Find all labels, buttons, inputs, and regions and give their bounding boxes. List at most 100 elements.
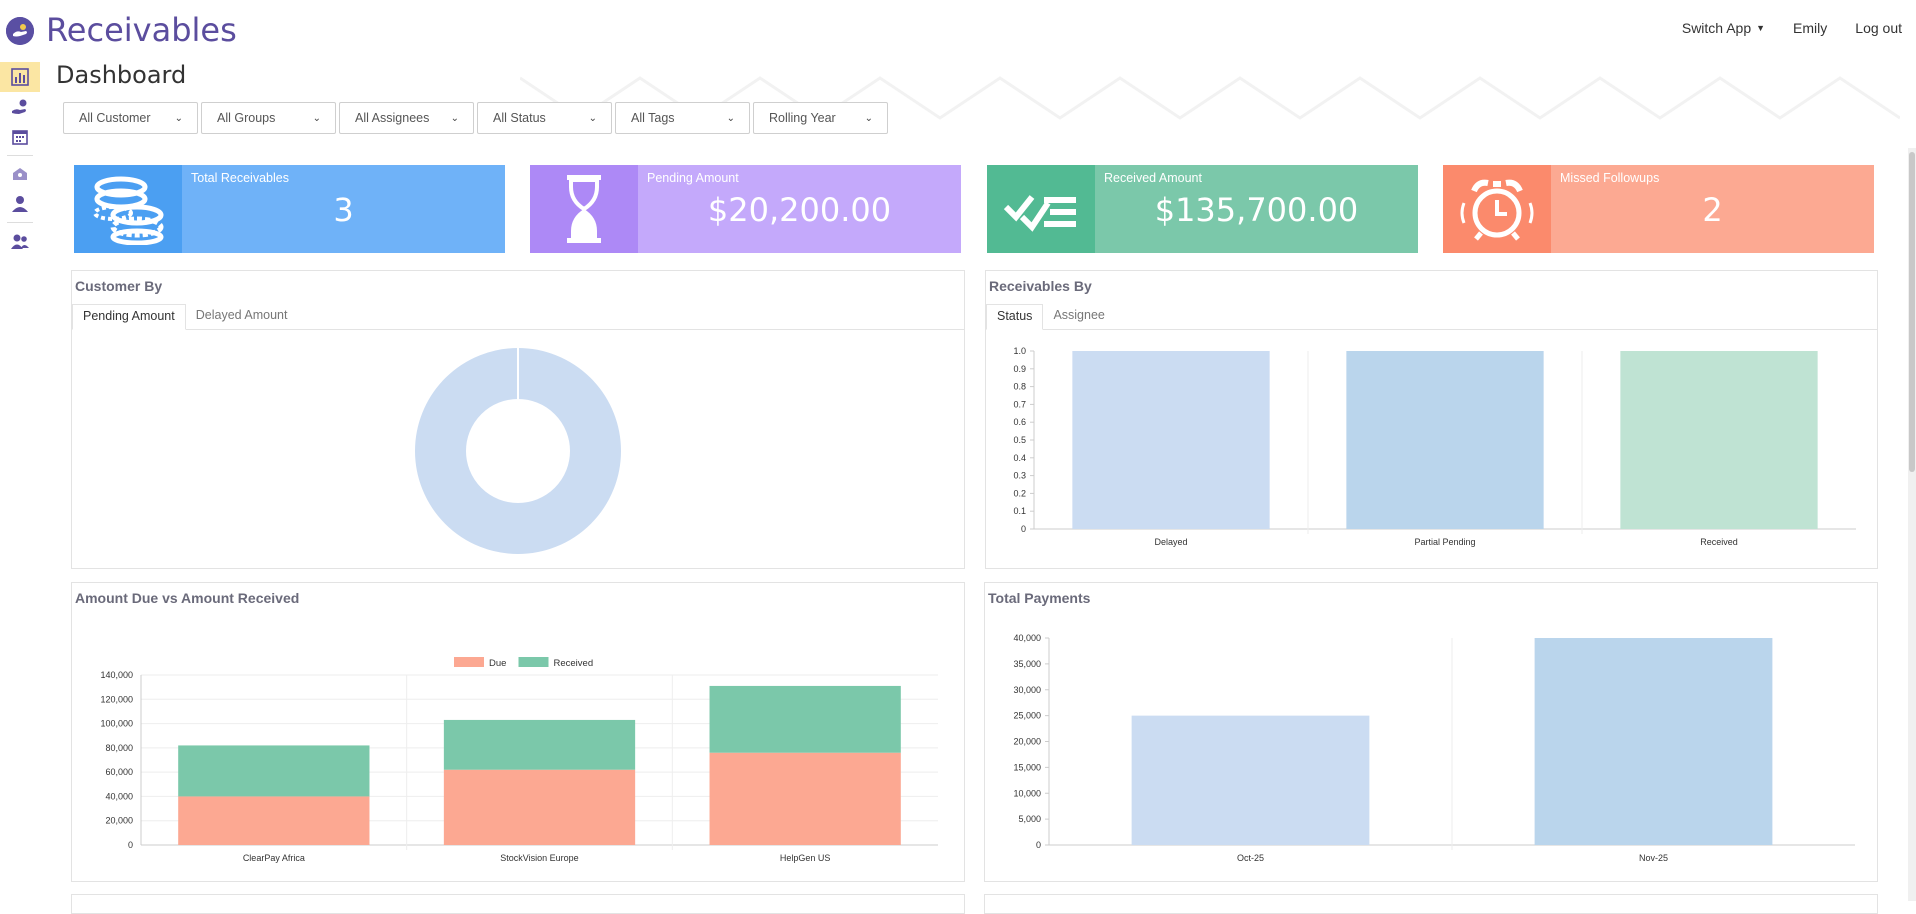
bar-segment — [443, 719, 636, 770]
period-filter[interactable]: Rolling Year ⌄ — [753, 102, 888, 134]
card-icon-box — [530, 165, 638, 253]
bar — [1534, 638, 1773, 845]
customer-by-tabs: Pending Amount Delayed Amount — [72, 304, 964, 330]
chevron-down-icon: ⌄ — [174, 112, 183, 124]
tab-pending-amount[interactable]: Pending Amount — [72, 304, 186, 330]
user-menu[interactable]: Emily — [1793, 20, 1828, 36]
receivables-by-bar-chart: 0 0.1 0.2 0.3 0.4 0.5 0.6 0.7 0.8 0.9 1.0 Delayed Pa… — [1013, 346, 1856, 547]
card-value: 2 — [1702, 191, 1723, 229]
chevron-down-icon: ⌄ — [312, 112, 321, 124]
missed-followups-card[interactable]: Missed Followups 2 — [1443, 165, 1874, 253]
y-tick-label: 20,000 — [1013, 737, 1041, 747]
assignees-filter[interactable]: All Assignees ⌄ — [339, 102, 474, 134]
legend-label: Due — [489, 658, 506, 669]
x-tick-label: ClearPay Africa — [243, 853, 305, 863]
card-icon-box — [74, 165, 182, 253]
page-scrollbar[interactable] — [1908, 148, 1916, 901]
bar — [1072, 351, 1270, 529]
home-icon — [13, 168, 27, 180]
groups-filter-value: All Groups — [217, 111, 276, 125]
x-tick-label: HelpGen US — [780, 853, 831, 863]
x-tick-label: Partial Pending — [1414, 537, 1475, 547]
sidebar-item-receivables[interactable] — [0, 92, 40, 122]
filter-bar: All Customer ⌄ All Groups ⌄ All Assignees ⌄… — [63, 102, 888, 134]
card-value: $20,200.00 — [707, 191, 892, 229]
y-tick-label: 0.6 — [1013, 417, 1026, 427]
receivables-by-panel: Receivables By Status Assignee 0 0.1 0.2 0.… — [985, 270, 1878, 569]
top-nav: Switch App ▼ Emily Log out — [1668, 20, 1916, 36]
receivables-by-tabs: Status Assignee — [986, 304, 1877, 330]
status-filter[interactable]: All Status ⌄ — [477, 102, 612, 134]
chevron-down-icon: ▼ — [1756, 23, 1766, 33]
next-panel-right — [984, 894, 1878, 914]
y-tick-label: 0 — [1036, 840, 1041, 850]
bar — [1346, 351, 1544, 529]
card-body: Pending Amount $20,200.00 — [638, 165, 961, 253]
chevron-down-icon: ⌄ — [588, 112, 597, 124]
y-tick-label: 0.5 — [1013, 435, 1026, 445]
sidebar-divider — [7, 222, 33, 223]
app-logo-icon[interactable] — [6, 17, 34, 45]
tab-delayed-amount[interactable]: Delayed Amount — [195, 308, 288, 322]
sidebar-divider — [7, 155, 33, 156]
y-tick-label: 0.7 — [1013, 399, 1026, 409]
y-tick-label: 100,000 — [100, 719, 133, 729]
background-pattern — [520, 76, 1900, 120]
bar — [1131, 715, 1370, 845]
received-amount-card[interactable]: Received Amount $135,700.00 — [987, 165, 1418, 253]
card-value: 3 — [333, 191, 354, 229]
card-body: Total Receivables 3 — [182, 165, 505, 253]
card-label: Total Receivables — [191, 171, 289, 185]
logout-link[interactable]: Log out — [1855, 20, 1902, 36]
hand-money-icon — [12, 99, 27, 114]
switch-app-menu[interactable]: Switch App ▼ — [1668, 20, 1779, 36]
groups-filter[interactable]: All Groups ⌄ — [201, 102, 336, 134]
card-body: Missed Followups 2 — [1551, 165, 1874, 253]
sidebar — [0, 62, 40, 256]
sidebar-item-home[interactable] — [0, 159, 40, 189]
tab-assignee[interactable]: Assignee — [1053, 308, 1105, 322]
pending-amount-card[interactable]: Pending Amount $20,200.00 — [530, 165, 961, 253]
sidebar-item-users[interactable] — [0, 226, 40, 256]
sidebar-item-calendar[interactable] — [0, 122, 40, 152]
card-label: Received Amount — [1104, 171, 1202, 185]
customer-by-panel: Customer By Pending Amount Delayed Amoun… — [71, 270, 965, 569]
y-tick-label: 35,000 — [1013, 659, 1041, 669]
y-tick-label: 60,000 — [105, 767, 133, 777]
switch-app-label: Switch App — [1681, 20, 1752, 36]
sidebar-item-dashboard[interactable] — [0, 62, 40, 92]
scrollbar-thumb[interactable] — [1909, 152, 1915, 472]
chevron-down-icon: ⌄ — [864, 112, 873, 124]
y-tick-label: 140,000 — [100, 670, 133, 680]
card-body: Received Amount $135,700.00 — [1095, 165, 1418, 253]
legend-swatch — [454, 657, 484, 667]
tags-filter-value: All Tags — [631, 111, 675, 125]
bar-segment — [443, 769, 636, 845]
legend-label: Received — [554, 658, 594, 669]
card-icon-box — [1443, 165, 1551, 253]
y-tick-label: 0.2 — [1013, 488, 1026, 498]
y-tick-label: 40,000 — [105, 791, 133, 801]
y-tick-label: 0 — [128, 840, 133, 850]
customer-by-donut-chart — [415, 348, 621, 554]
card-icon-box — [987, 165, 1095, 253]
panel-title: Amount Due vs Amount Received — [75, 590, 300, 606]
y-tick-label: 1.0 — [1013, 346, 1026, 356]
total-receivables-card[interactable]: Total Receivables 3 — [74, 165, 505, 253]
checklist-icon — [1003, 195, 1076, 232]
chart-icon — [11, 68, 29, 86]
tags-filter[interactable]: All Tags ⌄ — [615, 102, 750, 134]
y-tick-label: 15,000 — [1013, 762, 1041, 772]
sidebar-item-user[interactable] — [0, 189, 40, 219]
tab-status[interactable]: Status — [986, 304, 1044, 330]
card-label: Missed Followups — [1560, 171, 1660, 185]
customer-filter[interactable]: All Customer ⌄ — [63, 102, 198, 134]
y-tick-label: 0 — [1021, 524, 1026, 534]
bar-segment — [178, 745, 370, 797]
assignees-filter-value: All Assignees — [355, 111, 430, 125]
y-tick-label: 120,000 — [100, 694, 133, 704]
x-tick-label: Delayed — [1154, 537, 1187, 547]
users-icon — [11, 234, 29, 249]
status-filter-value: All Status — [493, 111, 546, 125]
period-filter-value: Rolling Year — [769, 111, 836, 125]
